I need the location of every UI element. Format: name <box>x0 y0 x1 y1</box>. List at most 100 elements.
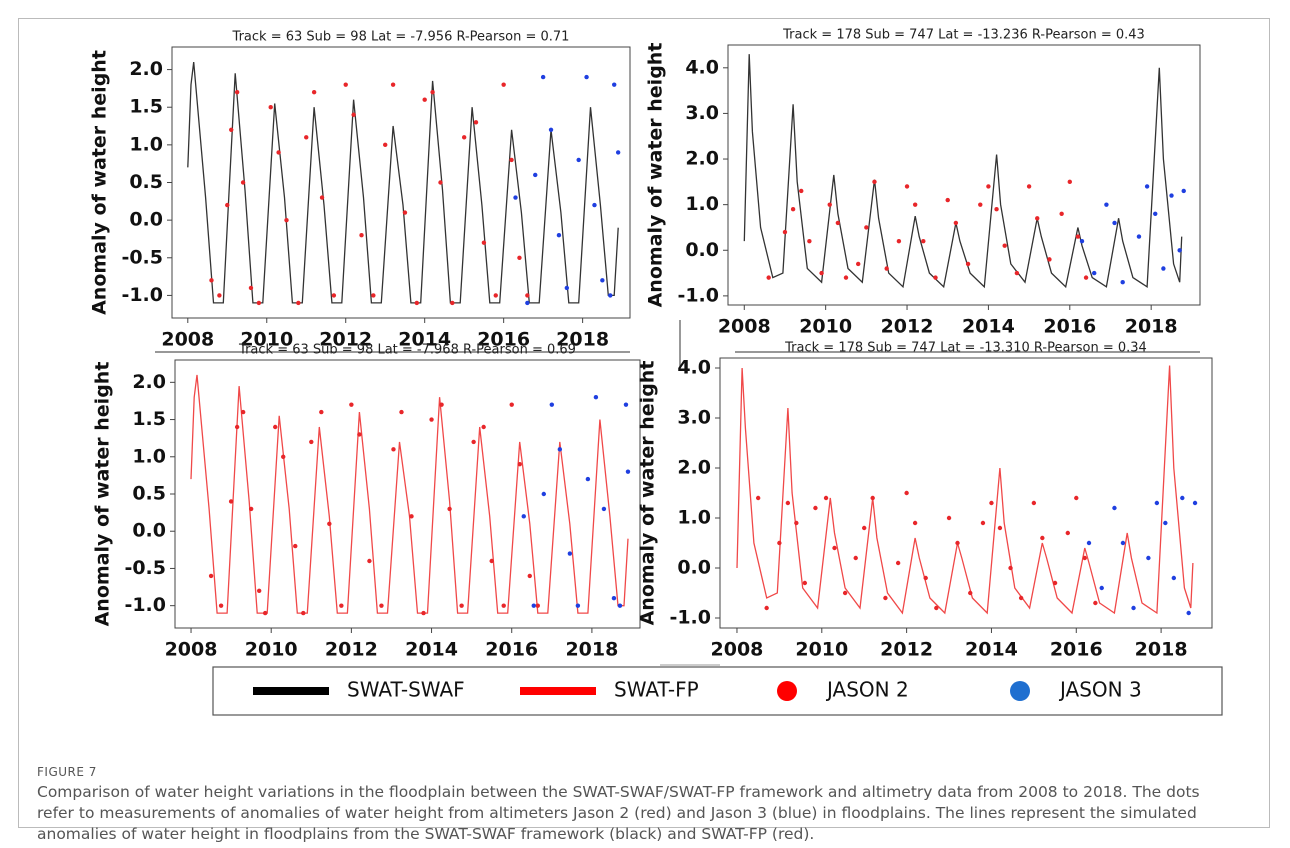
y-tick-label: 0.0 <box>677 557 711 579</box>
legend-swatch <box>777 681 797 701</box>
data-point <box>1092 270 1097 276</box>
data-point <box>782 229 788 235</box>
data-point <box>447 506 452 512</box>
data-point <box>319 195 325 200</box>
data-point <box>835 220 841 226</box>
data-point <box>1104 202 1109 207</box>
data-point <box>862 525 867 531</box>
data-point <box>1163 520 1168 526</box>
data-point <box>794 520 799 526</box>
data-point <box>1136 234 1142 239</box>
data-point <box>933 275 938 280</box>
data-point <box>989 500 994 506</box>
legend-swatch <box>1010 681 1030 701</box>
data-point <box>1112 505 1117 511</box>
x-tick-label: 2018 <box>556 329 609 351</box>
y-tick-label: -1.0 <box>669 607 711 629</box>
data-point <box>557 447 563 452</box>
data-point <box>296 300 301 306</box>
data-point <box>493 293 498 298</box>
data-point <box>980 520 986 526</box>
data-point <box>1146 555 1151 561</box>
data-point <box>273 424 278 430</box>
data-point <box>1014 270 1020 276</box>
plot-frame <box>171 46 631 319</box>
y-axis-label: Anomaly of water height <box>637 361 659 626</box>
data-point <box>481 424 486 430</box>
data-point <box>1186 610 1191 616</box>
data-point <box>390 82 396 87</box>
data-point <box>234 424 240 430</box>
data-point <box>921 238 926 244</box>
x-tick-label: 2010 <box>799 316 852 338</box>
data-point <box>923 575 928 581</box>
data-point <box>1008 565 1013 571</box>
x-tick-label: 2014 <box>962 316 1015 338</box>
data-point <box>946 515 952 521</box>
y-tick-label: -1.0 <box>124 594 166 616</box>
x-tick-label: 2016 <box>1043 316 1096 338</box>
data-point <box>1120 540 1126 546</box>
data-point <box>625 469 631 474</box>
line-series <box>743 54 1183 289</box>
data-point <box>1059 211 1064 216</box>
data-point <box>549 402 555 407</box>
data-point <box>533 172 538 178</box>
data-point <box>304 135 309 140</box>
data-point <box>357 432 362 437</box>
data-point <box>535 603 540 608</box>
data-point <box>527 573 532 579</box>
data-point <box>399 409 404 415</box>
y-tick-label: 0.5 <box>129 171 163 193</box>
data-point <box>623 402 629 407</box>
data-point <box>856 261 861 267</box>
data-point <box>592 202 597 208</box>
data-point <box>1153 211 1158 216</box>
y-tick-label: -1.0 <box>677 284 719 306</box>
data-point <box>1112 220 1117 226</box>
x-tick-label: 2012 <box>319 329 372 351</box>
data-point <box>225 202 230 208</box>
y-tick-label: 1.0 <box>677 507 711 529</box>
y-tick-label: 2.0 <box>685 148 719 170</box>
data-point <box>276 150 281 155</box>
x-tick-label: 2018 <box>565 639 618 661</box>
data-point <box>884 266 889 271</box>
data-point <box>509 402 514 407</box>
data-point <box>248 285 254 291</box>
data-point <box>284 217 289 223</box>
data-point <box>953 220 959 226</box>
data-point <box>1067 179 1072 185</box>
x-tick-label: 2016 <box>1050 639 1103 661</box>
data-point <box>208 573 214 579</box>
data-point <box>813 505 818 511</box>
data-point <box>819 270 824 276</box>
x-tick-label: 2014 <box>398 329 451 351</box>
data-point <box>349 402 354 407</box>
x-tick-label: 2010 <box>245 639 298 661</box>
data-point <box>343 82 348 87</box>
data-point <box>1065 530 1070 536</box>
x-tick-label: 2018 <box>1135 639 1188 661</box>
data-point <box>414 300 419 306</box>
data-point <box>367 558 372 564</box>
data-point <box>339 603 344 608</box>
data-point <box>777 540 782 546</box>
data-point <box>1192 500 1198 506</box>
y-tick-label: 4.0 <box>677 357 711 379</box>
data-point <box>807 238 812 244</box>
data-point <box>309 439 314 445</box>
data-point <box>600 278 605 283</box>
data-point <box>409 514 414 519</box>
legend-swatch <box>253 687 329 695</box>
data-point <box>525 300 530 306</box>
y-tick-label: 3.0 <box>685 102 719 124</box>
data-point <box>870 495 875 501</box>
y-axis-label: Anomaly of water height <box>92 362 114 627</box>
data-point <box>228 499 234 504</box>
data-point <box>439 402 444 407</box>
data-point <box>1120 279 1125 285</box>
data-point <box>541 491 546 497</box>
data-point <box>978 202 983 207</box>
data-point <box>540 74 546 80</box>
